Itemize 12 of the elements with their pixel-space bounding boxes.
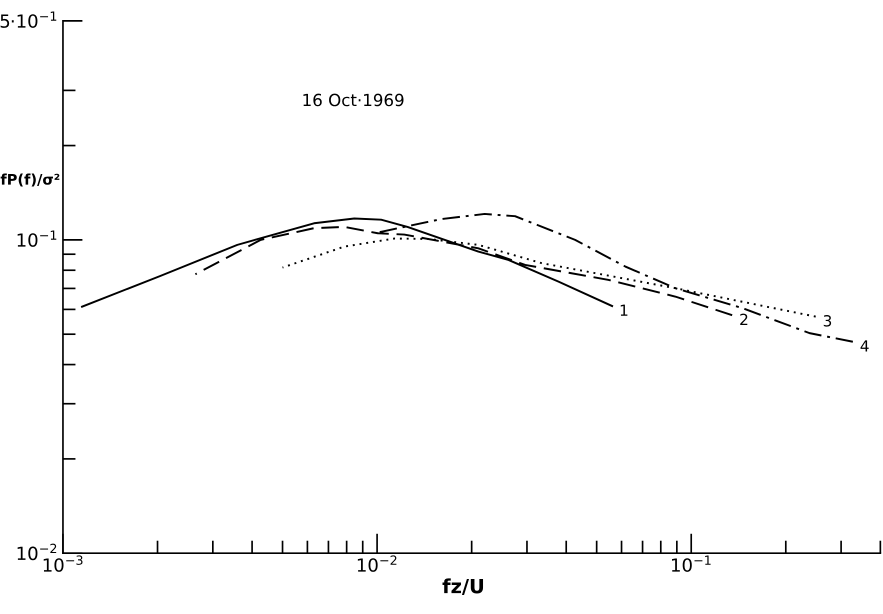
series-label: 3	[824, 315, 832, 327]
series-label: 2	[740, 314, 748, 325]
x-axis-title: fz/U	[442, 578, 484, 595]
y-tick-label: 5·10$^{−1}$	[0, 11, 56, 28]
y-tick-label: 10$^{−1}$	[18, 230, 56, 247]
annotation: 16 Oct·1969	[303, 94, 404, 106]
x-tick-label: 10$^{−2}$	[358, 555, 396, 572]
x-tick-label: 10$^{−3}$	[44, 555, 83, 572]
series-label: 1	[620, 304, 628, 316]
y-axis-title: fP(f)/σ²	[0, 174, 60, 187]
series-label: 4	[860, 340, 869, 352]
x-tick-label: 10$^{−1}$	[672, 556, 711, 572]
